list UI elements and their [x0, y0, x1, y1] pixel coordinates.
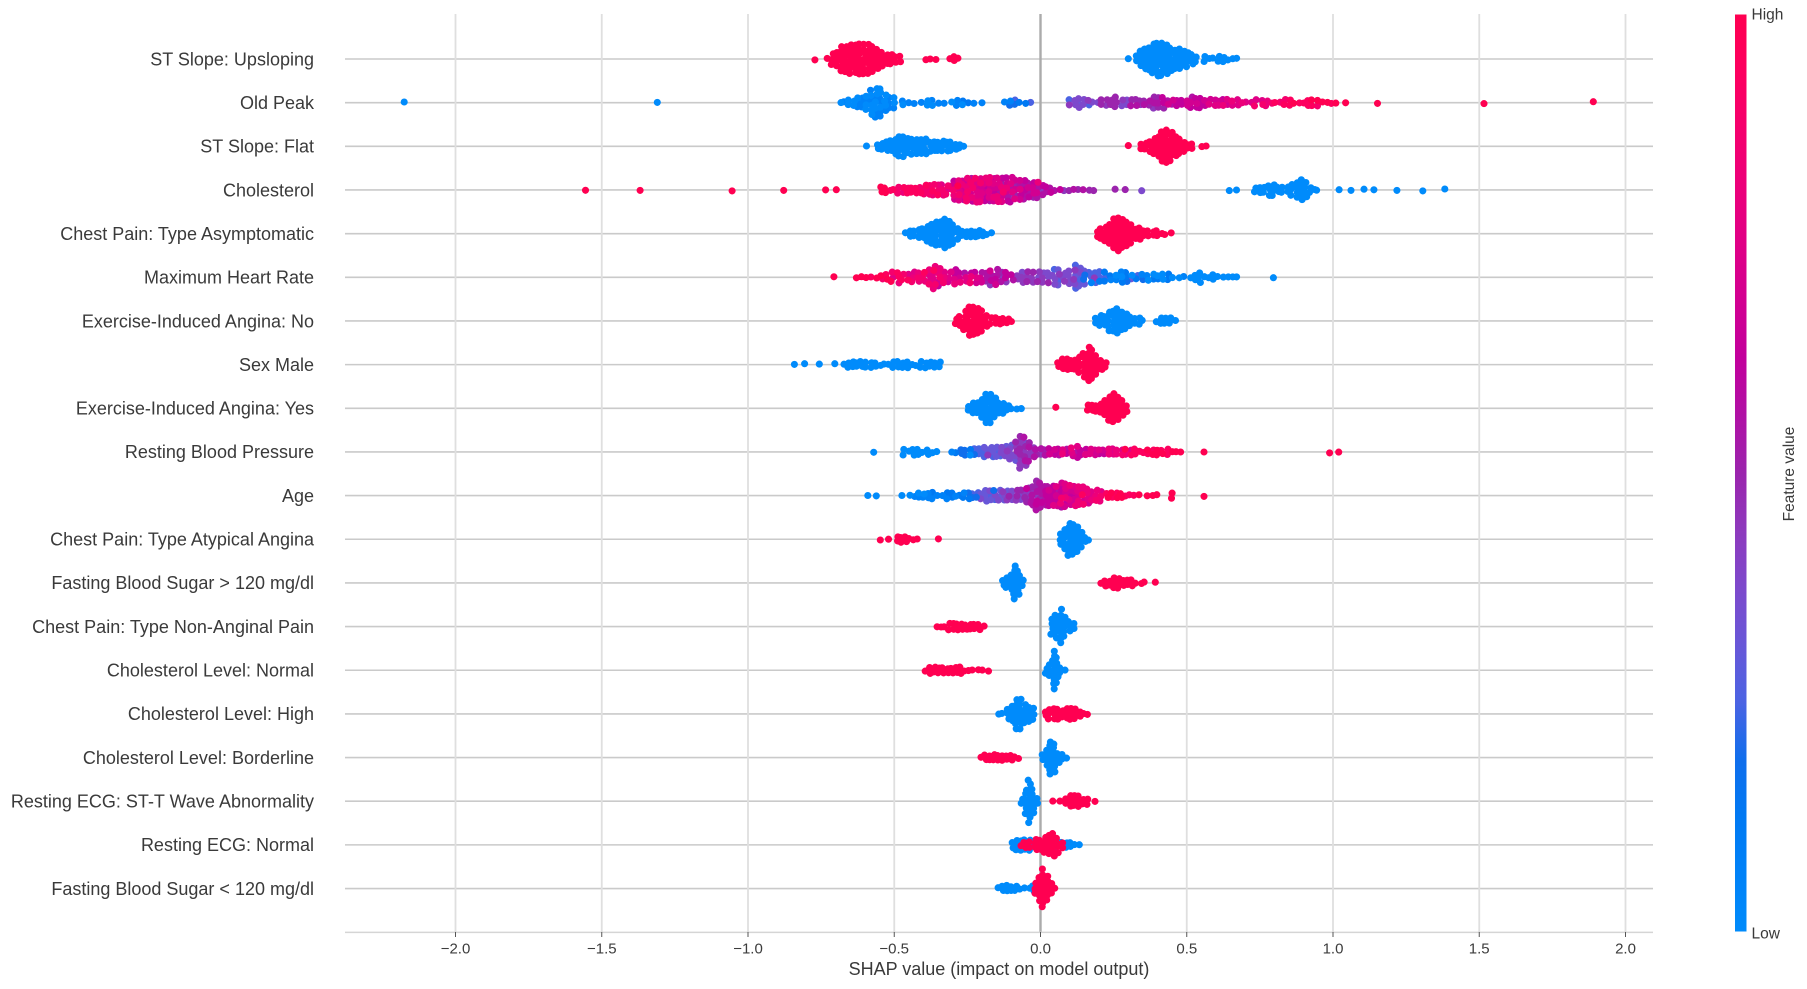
- svg-text:1.0: 1.0: [1323, 941, 1344, 958]
- svg-text:Maximum Heart Rate: Maximum Heart Rate: [144, 268, 314, 288]
- svg-text:−2.0: −2.0: [441, 941, 471, 958]
- svg-text:−1.5: −1.5: [587, 941, 617, 958]
- svg-text:Old Peak: Old Peak: [240, 93, 315, 113]
- svg-text:Exercise-Induced Angina: Yes: Exercise-Induced Angina: Yes: [76, 399, 314, 419]
- svg-text:ST Slope: Flat: ST Slope: Flat: [200, 137, 314, 157]
- svg-text:−0.5: −0.5: [879, 941, 909, 958]
- svg-text:Age: Age: [282, 486, 314, 506]
- svg-text:Cholesterol Level: High: Cholesterol Level: High: [128, 704, 314, 724]
- svg-text:Low: Low: [1752, 926, 1781, 943]
- svg-text:ST Slope: Upsloping: ST Slope: Upsloping: [150, 49, 314, 69]
- svg-text:0.0: 0.0: [1030, 941, 1051, 958]
- svg-text:Cholesterol Level: Borderline: Cholesterol Level: Borderline: [83, 748, 314, 768]
- svg-text:SHAP value (impact on model ou: SHAP value (impact on model output): [849, 959, 1150, 979]
- svg-text:Resting ECG: ST-T Wave Abnorma: Resting ECG: ST-T Wave Abnormality: [11, 792, 314, 812]
- svg-text:Chest Pain: Type Asymptomatic: Chest Pain: Type Asymptomatic: [60, 224, 314, 244]
- svg-text:2.0: 2.0: [1615, 941, 1636, 958]
- svg-text:Sex Male: Sex Male: [239, 355, 314, 375]
- svg-text:Chest Pain: Type Non-Anginal P: Chest Pain: Type Non-Anginal Pain: [32, 617, 314, 637]
- svg-text:Fasting Blood Sugar < 120 mg/d: Fasting Blood Sugar < 120 mg/dl: [51, 879, 314, 899]
- svg-text:Fasting Blood Sugar > 120 mg/d: Fasting Blood Sugar > 120 mg/dl: [51, 573, 314, 593]
- svg-text:−1.0: −1.0: [733, 941, 763, 958]
- svg-text:0.5: 0.5: [1176, 941, 1197, 958]
- svg-text:Resting ECG: Normal: Resting ECG: Normal: [141, 835, 314, 855]
- svg-text:High: High: [1752, 7, 1784, 24]
- svg-text:Exercise-Induced Angina: No: Exercise-Induced Angina: No: [82, 311, 314, 331]
- svg-text:Resting Blood Pressure: Resting Blood Pressure: [125, 442, 314, 462]
- svg-text:1.5: 1.5: [1469, 941, 1490, 958]
- svg-text:Chest Pain: Type Atypical Angi: Chest Pain: Type Atypical Angina: [50, 530, 315, 550]
- svg-text:Cholesterol Level: Normal: Cholesterol Level: Normal: [107, 661, 314, 681]
- svg-text:Cholesterol: Cholesterol: [223, 180, 314, 200]
- svg-text:Feature value: Feature value: [1781, 427, 1798, 522]
